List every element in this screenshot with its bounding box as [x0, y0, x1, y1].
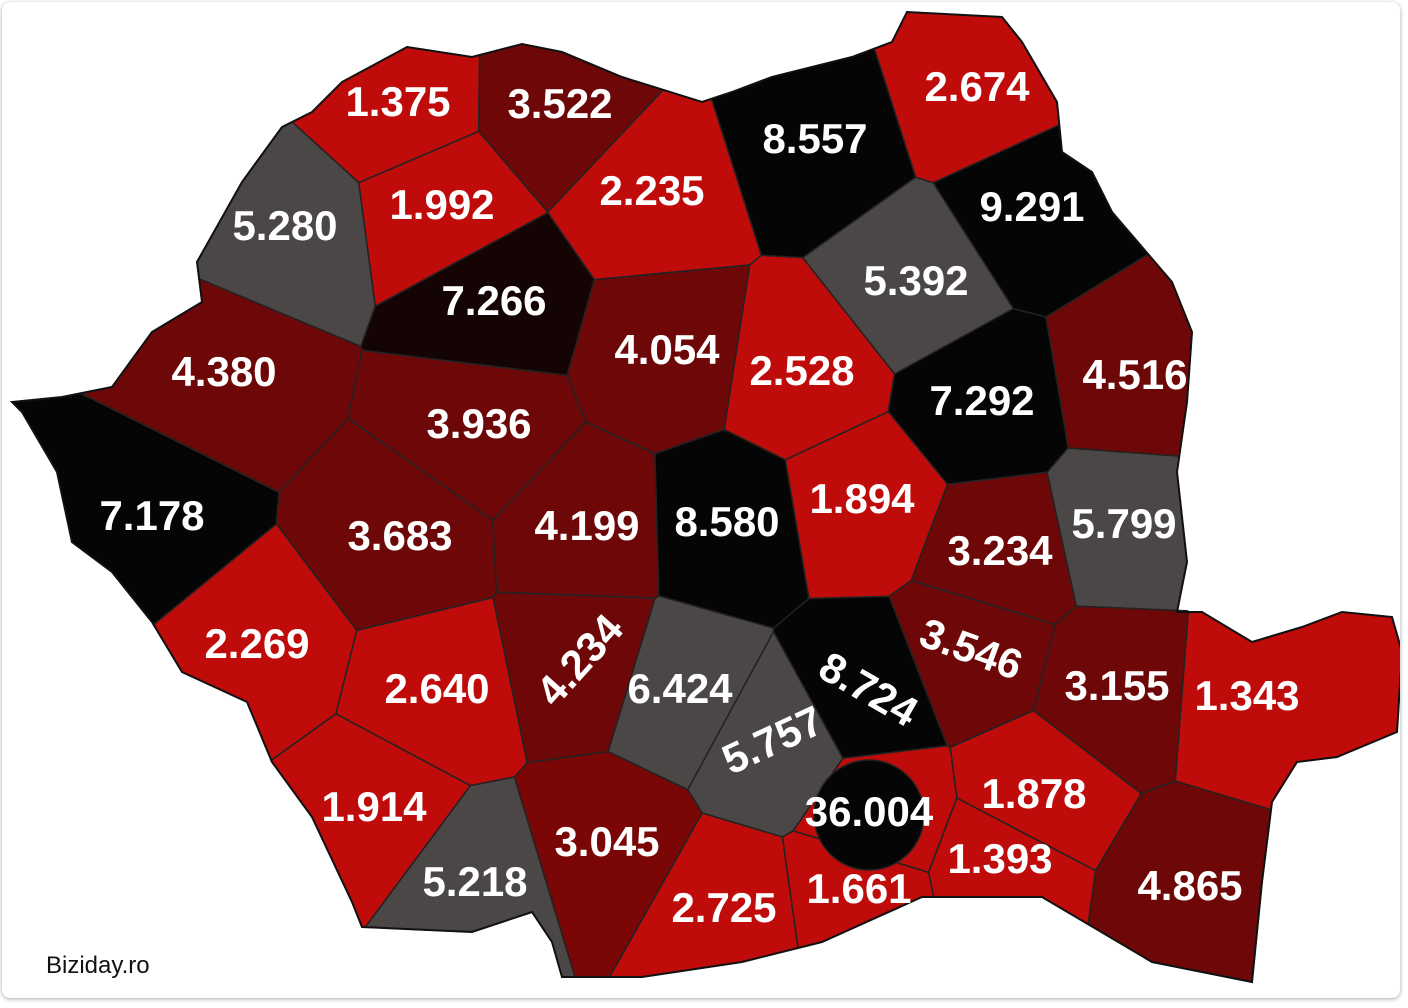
county-label: 3.936: [426, 400, 531, 447]
county-label: 3.683: [347, 512, 452, 559]
county-label: 2.528: [749, 347, 854, 394]
county-label: 1.992: [389, 181, 494, 228]
county-label: 36.004: [805, 788, 934, 835]
county-label: 4.865: [1137, 862, 1242, 909]
county-label: 7.292: [929, 377, 1034, 424]
county-label: 1.894: [809, 475, 915, 522]
county-label: 2.640: [384, 665, 489, 712]
county-label: 8.580: [674, 498, 779, 545]
bucharest: [813, 759, 925, 871]
county-label: 4.516: [1082, 351, 1187, 398]
county-label: 1.914: [321, 783, 427, 830]
county-label: 3.045: [554, 818, 659, 865]
county-label: 1.878: [981, 770, 1086, 817]
counties: [10, 11, 1400, 983]
county-label: 2.235: [599, 167, 704, 214]
county-label: 1.661: [806, 865, 911, 912]
credit: Biziday.ro: [46, 952, 150, 979]
county-label: 5.392: [863, 257, 968, 304]
county-label: 2.674: [924, 63, 1030, 110]
county-label: 3.522: [507, 80, 612, 127]
county-label: 4.199: [534, 502, 639, 549]
county-label: 1.393: [947, 835, 1052, 882]
county-label: 4.054: [614, 326, 720, 373]
county-label: 1.375: [345, 78, 450, 125]
county-label: 9.291: [979, 183, 1084, 230]
county-label: 5.280: [232, 202, 337, 249]
county-label: 5.799: [1071, 500, 1176, 547]
county-label: 4.380: [171, 348, 276, 395]
county-label: 8.557: [762, 115, 867, 162]
county-label: 3.155: [1064, 662, 1169, 709]
country-outline: [9, 10, 1400, 984]
county-label: 7.266: [441, 277, 546, 324]
county-label: 2.269: [204, 620, 309, 667]
county-label: 5.218: [422, 858, 527, 905]
county-label: 6.424: [627, 665, 733, 712]
county-label: 2.725: [671, 884, 776, 931]
county-label: 3.234: [947, 527, 1053, 574]
county-label: 1.343: [1194, 672, 1299, 719]
county-label: 7.178: [99, 492, 204, 539]
